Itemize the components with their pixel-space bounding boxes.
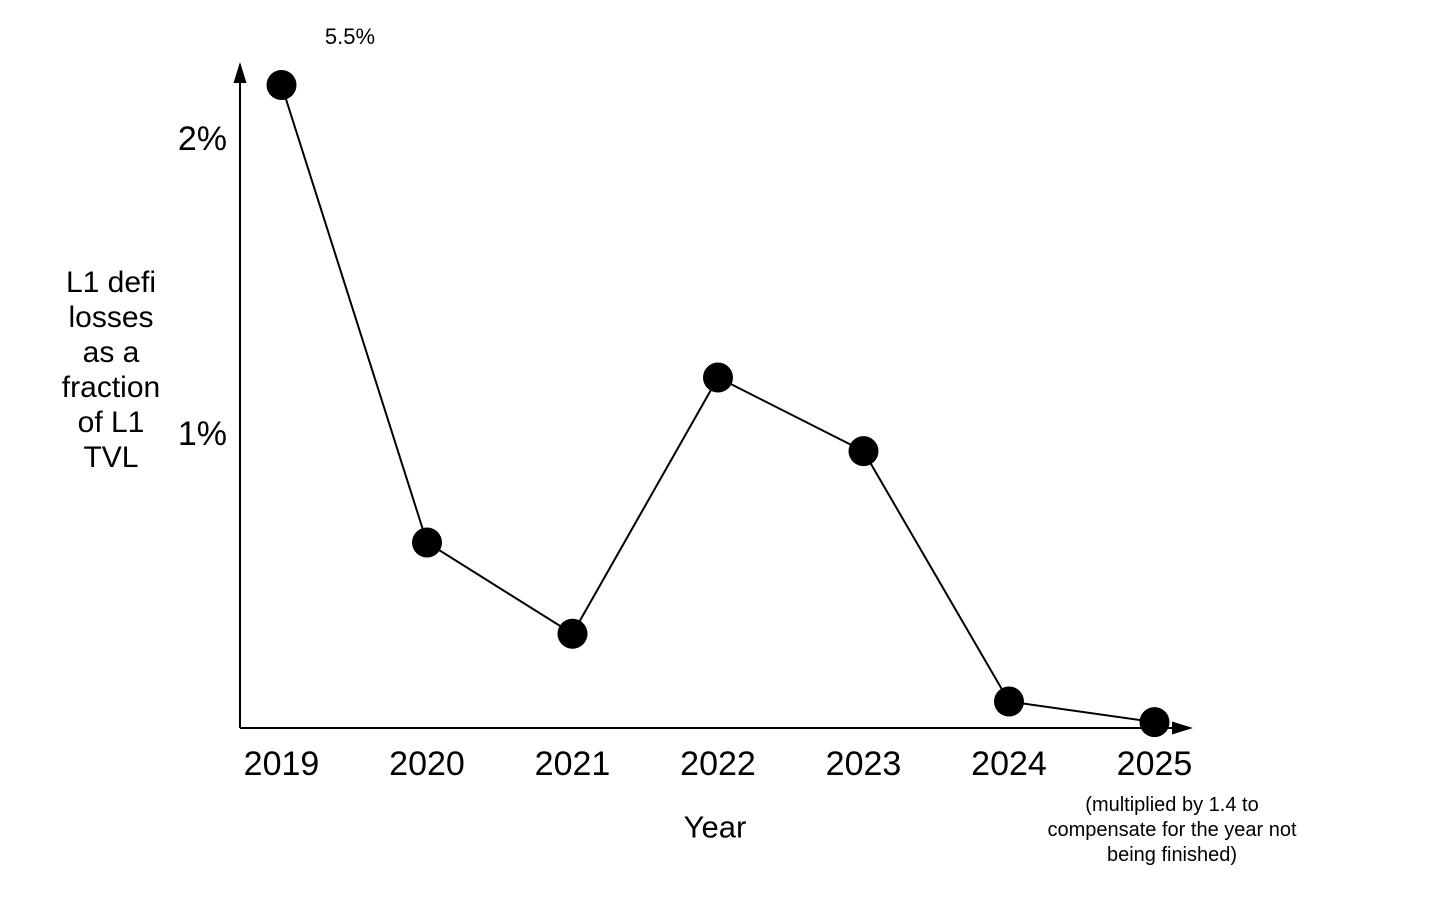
x-tick-label-2024: 2024	[971, 745, 1047, 783]
x-tick-label-2021: 2021	[534, 745, 611, 783]
footnote: (multiplied by 1.4 to compensate for the…	[1047, 794, 1297, 866]
data-point-2022	[703, 362, 733, 393]
data-point-2019	[266, 70, 297, 100]
x-tick-label-2020: 2020	[389, 745, 465, 783]
y-tick-label-2%: 2%	[177, 120, 227, 158]
y-axis-title: L1 defi losses as a fraction of L1 TVL	[61, 266, 161, 474]
y-axis-arrowhead	[233, 62, 247, 83]
data-point-2023	[848, 436, 879, 467]
x-tick-label-2023: 2023	[825, 745, 902, 783]
x-tick-label-2019: 2019	[243, 745, 320, 783]
x-axis-arrowhead	[1172, 721, 1193, 735]
data-point-2021	[557, 618, 588, 649]
data-point-2020	[412, 527, 442, 558]
data-line	[280, 84, 1155, 724]
data-point-2025	[1139, 707, 1170, 738]
data-point-2024	[994, 686, 1024, 717]
y-tick-label-1%: 1%	[177, 414, 227, 453]
x-tick-label-2022: 2022	[680, 745, 756, 783]
x-axis-title: Year	[683, 809, 747, 845]
x-tick-label-2025: 2025	[1116, 745, 1193, 783]
point-annotation-2019: 5.5%	[324, 24, 376, 49]
